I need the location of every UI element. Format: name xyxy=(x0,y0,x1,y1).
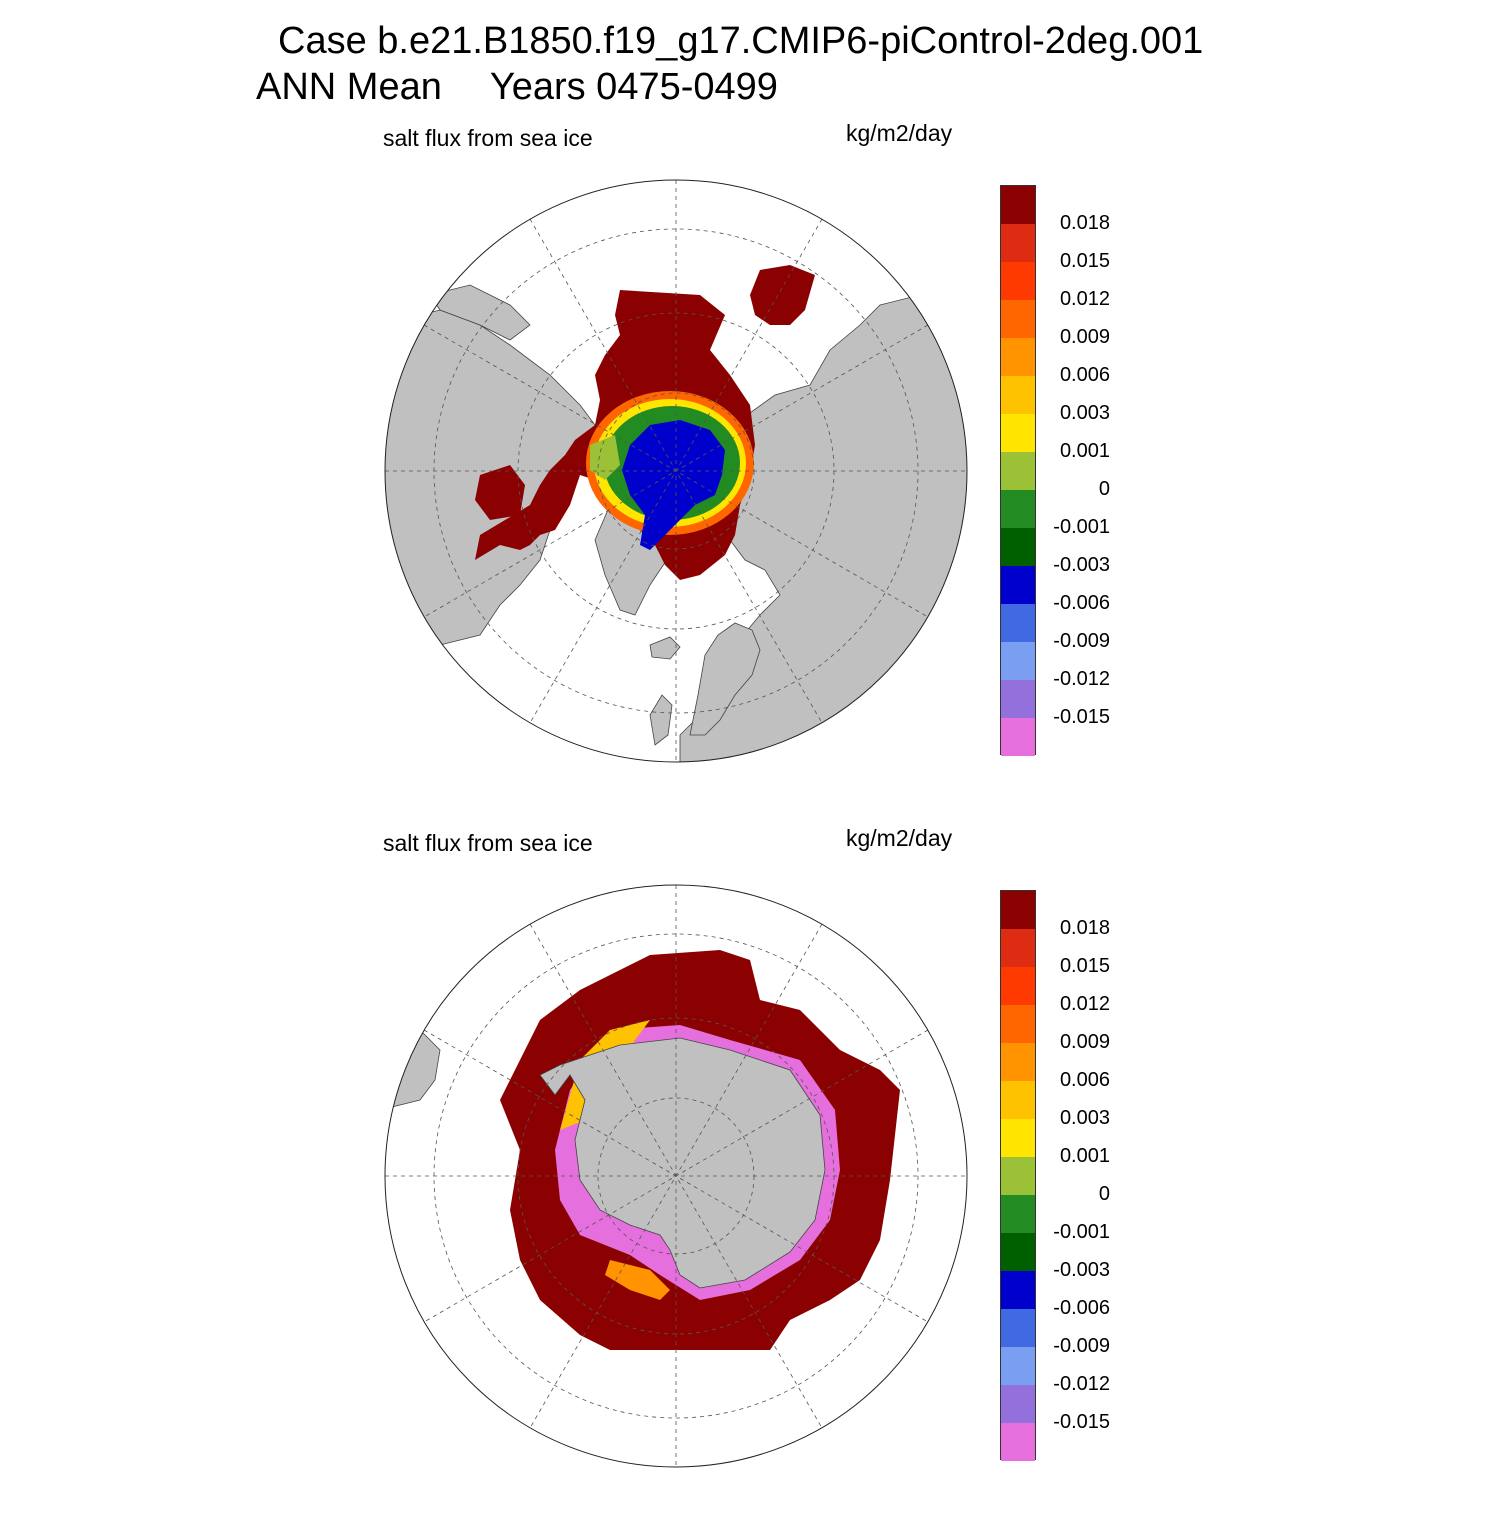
south-panel-title: salt flux from sea ice xyxy=(383,830,593,856)
colorbar-swatch xyxy=(1001,338,1035,376)
colorbar-swatch xyxy=(1001,452,1035,490)
north-panel: salt flux from sea ice kg/m2/day xyxy=(0,120,1500,820)
colorbar-tick-label: 0.018 xyxy=(1059,212,1110,234)
colorbar-swatch xyxy=(1001,262,1035,300)
north-panel-units: kg/m2/day xyxy=(846,120,953,146)
colorbar-tick-label: -0.001 xyxy=(1053,1221,1110,1243)
colorbar-swatch xyxy=(1001,891,1035,929)
colorbar-swatch xyxy=(1001,490,1035,528)
colorbar-tick-label: -0.012 xyxy=(1053,668,1110,690)
colorbar-swatch xyxy=(1001,718,1035,756)
salt-flux-positive-hudson xyxy=(475,465,525,520)
graticule xyxy=(385,180,967,762)
colorbar-tick-label: -0.015 xyxy=(1053,706,1110,728)
north-polar-map xyxy=(384,179,968,763)
period-label: ANN Mean xyxy=(256,66,442,108)
colorbar-swatch xyxy=(1001,1347,1035,1385)
north-colorbar-labels: 0.018 0.015 0.012 0.009 0.006 0.003 0.001 0 -0.0… xyxy=(1040,185,1120,755)
colorbar-tick-label: -0.006 xyxy=(1053,1297,1110,1319)
colorbar-tick-label: 0.003 xyxy=(1059,402,1110,424)
colorbar-tick-label: -0.001 xyxy=(1053,516,1110,538)
colorbar-swatch xyxy=(1001,1309,1035,1347)
salt-flux-negative-arctic xyxy=(622,420,725,550)
colorbar-tick-label: -0.003 xyxy=(1053,554,1110,576)
colorbar-tick-label: -0.015 xyxy=(1053,1411,1110,1433)
colorbar-tick-label: 0.009 xyxy=(1059,1031,1110,1053)
map-boundary xyxy=(384,884,968,1468)
colorbar-swatch xyxy=(1001,967,1035,1005)
salt-flux-positive-north-pacific xyxy=(750,265,815,325)
south-panel-units: kg/m2/day xyxy=(846,825,953,851)
colorbar-swatch xyxy=(1001,528,1035,566)
period-title: ANN Mean Years 0475-0499 xyxy=(256,68,778,106)
north-panel-title: salt flux from sea ice xyxy=(383,125,593,151)
colorbar-swatch xyxy=(1001,1195,1035,1233)
south-colorbar-labels: 0.018 0.015 0.012 0.009 0.006 0.003 0.001 0 -0.0… xyxy=(1040,890,1120,1460)
colorbar-tick-label: 0 xyxy=(1098,1183,1110,1205)
colorbar-tick-label: 0.006 xyxy=(1059,1069,1110,1091)
colorbar-swatch xyxy=(1001,1081,1035,1119)
colorbar-swatch xyxy=(1001,604,1035,642)
colorbar-tick-label: 0.012 xyxy=(1059,288,1110,310)
colorbar-tick-label: 0 xyxy=(1098,478,1110,500)
colorbar-swatch xyxy=(1001,1005,1035,1043)
colorbar-tick-label: -0.012 xyxy=(1053,1373,1110,1395)
british-isles-landmass xyxy=(649,694,673,746)
colorbar-tick-label: 0.006 xyxy=(1059,364,1110,386)
north-colorbar xyxy=(1000,185,1036,756)
colorbar-swatch xyxy=(1001,1271,1035,1309)
colorbar-tick-label: 0.001 xyxy=(1059,1145,1110,1167)
colorbar-swatch xyxy=(1001,680,1035,718)
colorbar-tick-label: 0.018 xyxy=(1059,917,1110,939)
colorbar-swatch xyxy=(1001,186,1035,224)
colorbar-swatch xyxy=(1001,929,1035,967)
colorbar-tick-label: -0.009 xyxy=(1053,1335,1110,1357)
graticule xyxy=(385,885,967,1467)
colorbar-swatch xyxy=(1001,1119,1035,1157)
colorbar-tick-label: -0.009 xyxy=(1053,630,1110,652)
colorbar-swatch xyxy=(1001,300,1035,338)
colorbar-tick-label: 0.015 xyxy=(1059,250,1110,272)
map-boundary xyxy=(384,179,968,763)
scandinavia-landmass xyxy=(689,622,761,736)
colorbar-tick-label: -0.003 xyxy=(1053,1259,1110,1281)
colorbar-tick-label: -0.006 xyxy=(1053,592,1110,614)
colorbar-swatch xyxy=(1001,1157,1035,1195)
antarctica-landmass xyxy=(539,1037,826,1289)
alaska-landmass xyxy=(429,284,531,341)
colorbar-swatch xyxy=(1001,224,1035,262)
south-colorbar xyxy=(1000,890,1036,1461)
years-label: Years 0475-0499 xyxy=(489,66,778,108)
colorbar-swatch xyxy=(1001,1233,1035,1271)
case-title: Case b.e21.B1850.f19_g17.CMIP6-piControl… xyxy=(278,20,1204,62)
colorbar-tick-label: 0.012 xyxy=(1059,993,1110,1015)
colorbar-swatch xyxy=(1001,642,1035,680)
africa-landmass xyxy=(899,1369,967,1467)
colorbar-swatch xyxy=(1001,1423,1035,1461)
colorbar-tick-label: 0.003 xyxy=(1059,1107,1110,1129)
colorbar-tick-label: 0.015 xyxy=(1059,955,1110,977)
colorbar-swatch xyxy=(1001,376,1035,414)
colorbar-tick-label: 0.001 xyxy=(1059,440,1110,462)
south-polar-map xyxy=(384,884,968,1468)
colorbar-swatch xyxy=(1001,1385,1035,1423)
iceland-landmass xyxy=(649,636,681,660)
colorbar-swatch xyxy=(1001,414,1035,452)
colorbar-tick-label: 0.009 xyxy=(1059,326,1110,348)
south-panel: salt flux from sea ice kg/m2/day xyxy=(0,825,1500,1525)
salt-flux-archipelago xyxy=(590,435,620,480)
colorbar-swatch xyxy=(1001,566,1035,604)
colorbar-swatch xyxy=(1001,1043,1035,1081)
